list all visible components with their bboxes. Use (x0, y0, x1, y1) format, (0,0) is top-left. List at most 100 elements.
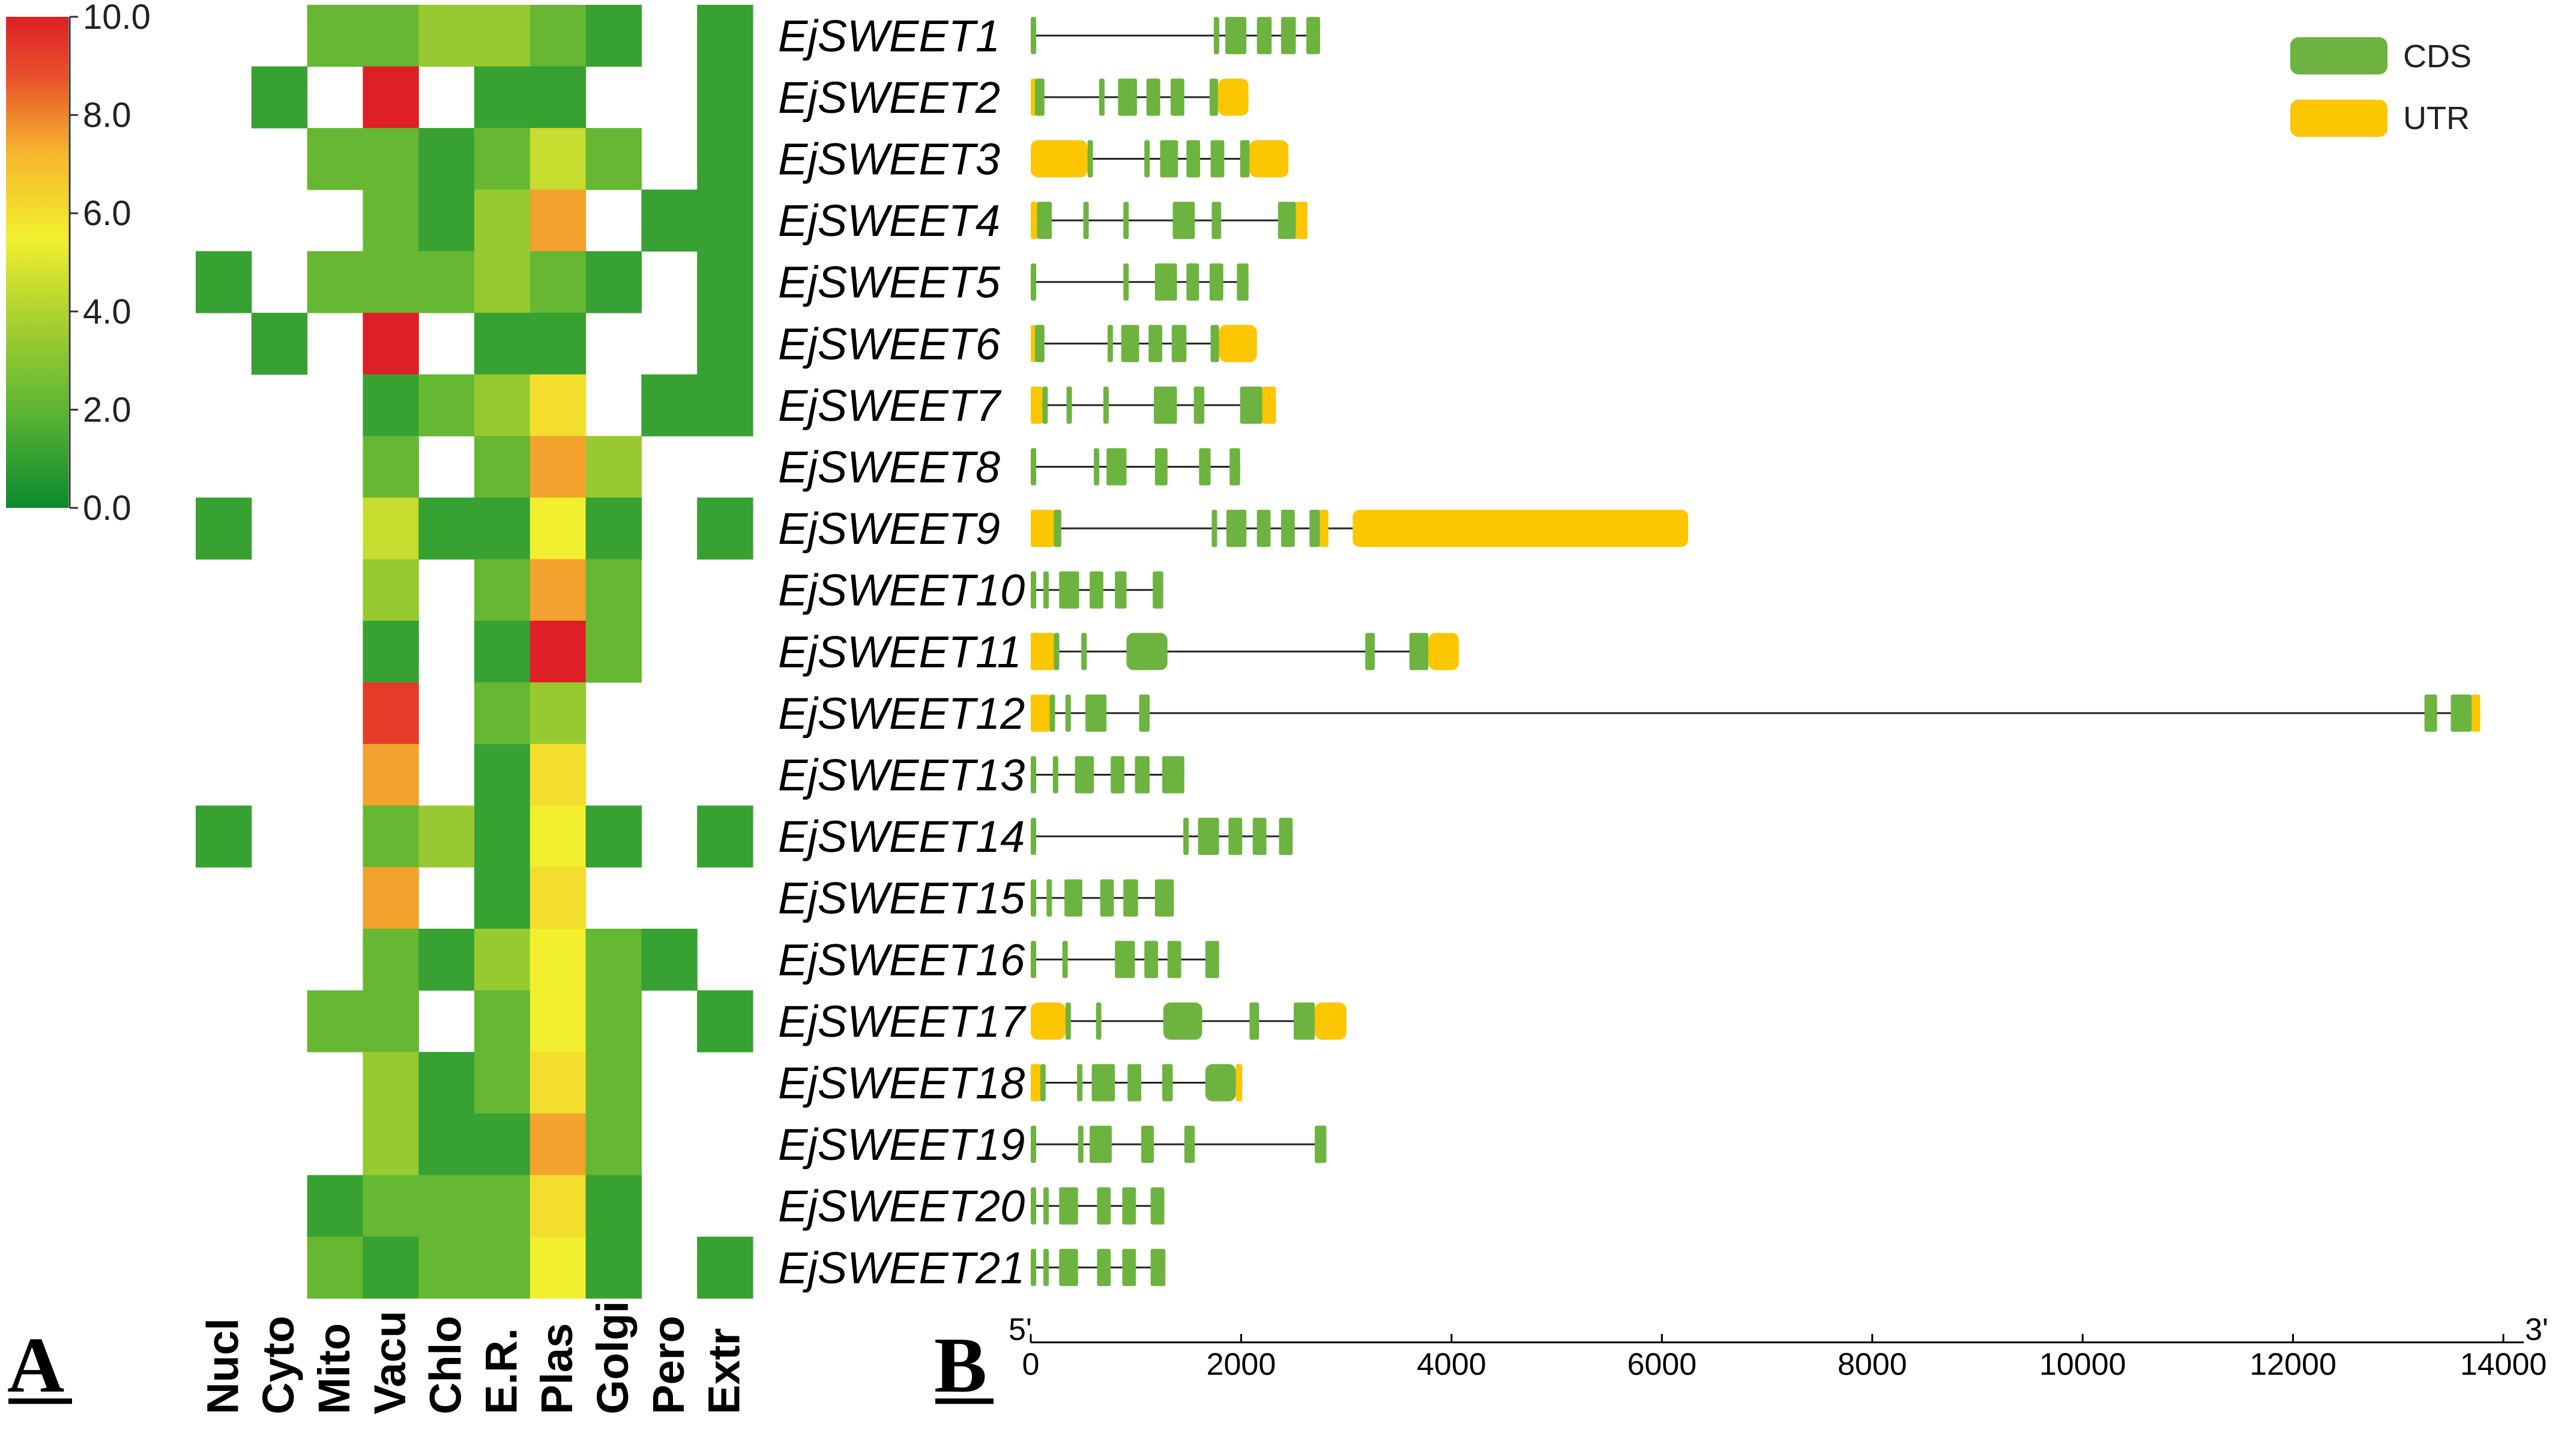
cds-block (1198, 818, 1219, 855)
cds-block (1309, 510, 1320, 548)
heatmap-cell (474, 497, 531, 560)
utr-block (1031, 202, 1037, 240)
gene-structure-ejsweet11 (1031, 633, 1459, 671)
utr-block (1031, 633, 1054, 671)
gene-label: EjSWEET2 (778, 73, 1000, 122)
heatmap-cell (697, 189, 753, 252)
heatmap-cell (418, 1175, 475, 1237)
heatmap-cell (529, 867, 587, 929)
cds-block (1035, 325, 1045, 363)
cds-block (1183, 818, 1189, 855)
cds-block (1083, 202, 1089, 240)
heatmap-cell (585, 128, 642, 190)
heatmap-cell (363, 929, 419, 991)
scale-tick-label: 8000 (1838, 1347, 1907, 1382)
utr-block (1031, 1002, 1066, 1040)
cds-block (1043, 1187, 1049, 1225)
utr-block (1031, 694, 1050, 732)
gene-label: EjSWEET18 (778, 1058, 1025, 1108)
cds-block (1090, 1126, 1112, 1163)
cds-block (1123, 202, 1129, 240)
utr-block (1031, 510, 1054, 548)
heatmap-cell (529, 621, 587, 683)
gene-label: EjSWEET14 (778, 812, 1025, 861)
heatmap-cell (474, 128, 531, 190)
colorbar-tick-label: 8.0 (83, 96, 131, 135)
heatmap-cell (363, 66, 419, 128)
cds-block (1049, 694, 1055, 732)
heatmap-cell (196, 251, 252, 313)
gene-label: EjSWEET11 (778, 627, 1022, 677)
heatmap-cell (697, 1237, 753, 1299)
heatmap-cell (585, 929, 642, 991)
cds-block (1409, 633, 1429, 671)
gene-structure-ejsweet18 (1031, 1064, 1243, 1102)
cds-block (1240, 140, 1250, 178)
heatmap-cell (251, 66, 308, 128)
cds-block (1099, 78, 1105, 116)
heatmap-cell (363, 744, 419, 806)
heatmap-cell (307, 128, 363, 190)
cds-block (1031, 941, 1036, 979)
cds-block (1279, 818, 1293, 855)
cds-block (2451, 694, 2472, 732)
cds-block (1031, 1187, 1036, 1225)
utr-block (1320, 510, 1329, 548)
cds-block (1256, 17, 1272, 55)
cds-block (1035, 78, 1045, 116)
heatmap-cell (641, 929, 698, 991)
cds-block (1077, 1064, 1083, 1102)
cds-block (1281, 510, 1295, 548)
heatmap-cell (363, 251, 419, 313)
cds-block (1111, 756, 1124, 794)
heatmap-cell (474, 1175, 531, 1237)
gene-structure-ejsweet20 (1031, 1187, 1165, 1225)
cds-block (1091, 1064, 1115, 1102)
cds-block (1144, 140, 1150, 178)
cds-block (1042, 386, 1048, 424)
gene-label: EjSWEET10 (778, 566, 1025, 615)
cds-block (1229, 448, 1240, 486)
scale-tick-label: 4000 (1417, 1347, 1486, 1382)
heatmap-cell (529, 1237, 587, 1299)
cds-block (1154, 448, 1168, 486)
heatmap-cell (585, 621, 642, 683)
cds-block (1094, 448, 1100, 486)
cds-block (1121, 325, 1139, 363)
heatmap-cell (363, 1175, 419, 1237)
cds-block (1037, 202, 1052, 240)
cds-block (1256, 510, 1271, 548)
heatmap-cell (529, 189, 587, 252)
cds-block (1163, 1002, 1202, 1040)
heatmap-cell (529, 929, 587, 991)
cds-block (1031, 17, 1036, 55)
cds-block (1066, 386, 1072, 424)
column-label-cyto: Cyto (253, 1316, 303, 1414)
heatmap-cell (697, 497, 753, 560)
cds-block (1031, 448, 1036, 486)
cds-block (1154, 386, 1177, 424)
heatmap-cell (363, 128, 419, 190)
cds-block (1123, 879, 1138, 917)
heatmap-cell (307, 251, 363, 313)
gene-label: EjSWEET7 (778, 381, 1002, 430)
cds-block (1062, 941, 1068, 979)
heatmap-cell (363, 621, 419, 683)
heatmap-cell (474, 621, 531, 683)
cds-block (1154, 879, 1174, 917)
heatmap-cell (363, 867, 419, 929)
legend-cds-label: CDS (2403, 38, 2472, 74)
heatmap-cell (585, 1175, 642, 1237)
cds-block (1078, 1126, 1084, 1163)
cds-block (1031, 756, 1036, 794)
gene-structure-ejsweet7 (1031, 386, 1276, 424)
cds-block (1150, 1187, 1165, 1225)
cds-block (1087, 140, 1093, 178)
cds-block (1162, 756, 1184, 794)
cds-block (1122, 1187, 1136, 1225)
heatmap-cell (307, 1175, 363, 1237)
cds-block (1127, 1064, 1141, 1102)
heatmap-cell (474, 1052, 531, 1114)
gene-label: EjSWEET15 (778, 873, 1025, 923)
column-label-mito: Mito (309, 1323, 359, 1414)
